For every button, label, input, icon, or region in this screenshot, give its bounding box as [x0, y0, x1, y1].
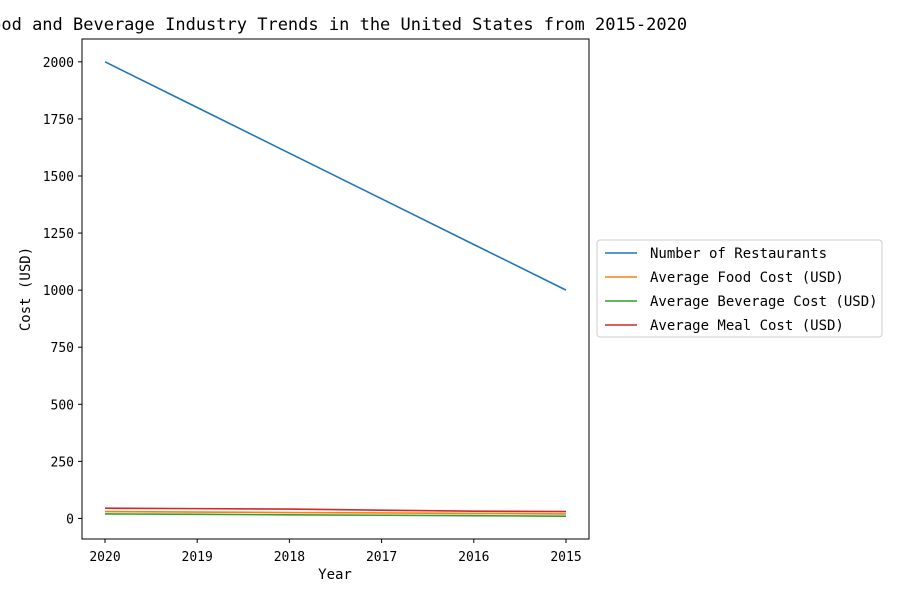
x-tick-label: 2019: [182, 550, 213, 565]
y-tick-label: 750: [51, 341, 74, 356]
y-tick-label: 1500: [43, 170, 74, 185]
legend-label: Average Beverage Cost (USD): [650, 294, 878, 310]
x-axis-label: Year: [318, 567, 352, 583]
y-axis-label: Cost (USD): [18, 247, 34, 331]
y-tick-label: 250: [51, 455, 74, 470]
series-line: [104, 61, 567, 291]
x-tick-label: 2015: [550, 550, 581, 565]
y-tick-label: 1750: [43, 113, 74, 128]
legend-label: Average Food Cost (USD): [650, 270, 844, 286]
legend: Number of Restaurants Average Food Cost (…: [596, 239, 883, 338]
legend-label: Number of Restaurants: [650, 246, 827, 262]
series-line: [104, 510, 567, 515]
legend-box: [596, 239, 883, 338]
x-tick-label: 2017: [366, 550, 397, 565]
series-line: [104, 513, 567, 517]
x-tick-label: 2018: [274, 550, 305, 565]
y-tick-label: 0: [66, 512, 74, 527]
y-tick-label: 500: [51, 398, 74, 413]
x-tick-label: 2020: [89, 550, 120, 565]
series-layer: [104, 61, 567, 517]
legend-label: Average Meal Cost (USD): [650, 318, 844, 334]
x-tick-label: 2016: [458, 550, 489, 565]
axes-layer: 2020 2019 2018 2017 2016 2015 0 250 500 750 1000 12…: [43, 56, 582, 565]
plot-area: [82, 39, 589, 539]
plot-frame: [81, 38, 590, 540]
y-tick-label: 1250: [43, 227, 74, 242]
y-tick-label: 1000: [43, 284, 74, 299]
chart-title: Food and Beverage Industry Trends in the…: [0, 15, 687, 35]
series-line: [104, 507, 567, 513]
y-tick-label: 2000: [43, 56, 74, 71]
